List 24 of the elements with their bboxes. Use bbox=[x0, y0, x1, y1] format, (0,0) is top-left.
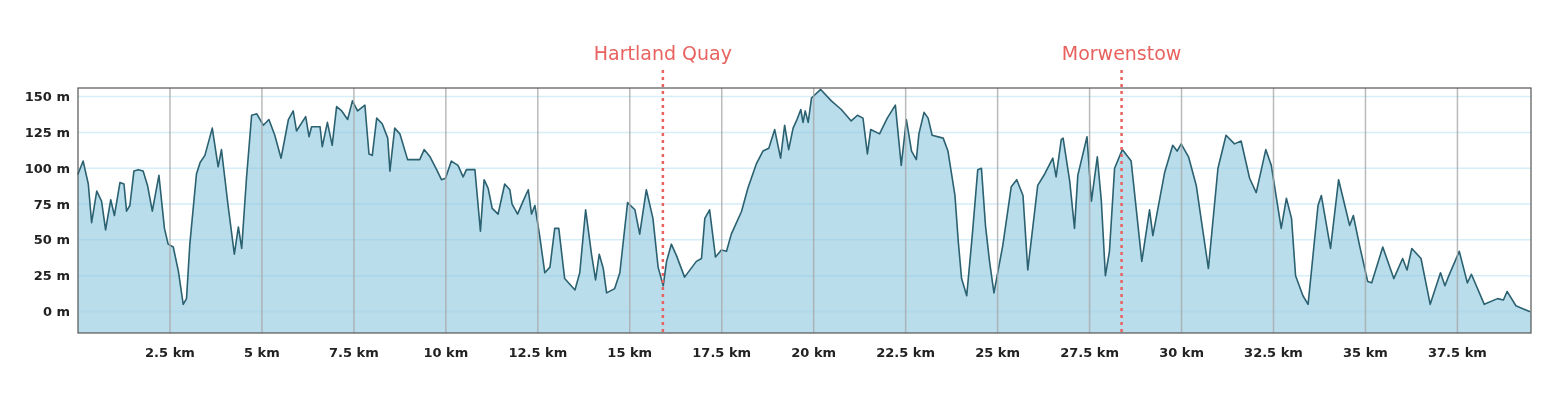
x-tick-label: 25 km bbox=[975, 345, 1021, 360]
x-tick-label: 12.5 km bbox=[508, 345, 568, 360]
x-tick-label: 35 km bbox=[1343, 345, 1388, 360]
x-tick-label: 27.5 km bbox=[1060, 345, 1119, 360]
x-tick-label: 22.5 km bbox=[876, 345, 936, 360]
y-tick-label: 0 m bbox=[42, 304, 70, 320]
x-tick-label: 20 km bbox=[791, 345, 837, 360]
x-tick-label: 17.5 km bbox=[692, 345, 752, 360]
x-tick-label: 10 km bbox=[423, 345, 469, 360]
x-tick-label: 15 km bbox=[607, 345, 653, 360]
y-tick-label: 25 m bbox=[33, 268, 70, 284]
x-tick-label: 2.5 km bbox=[145, 345, 195, 360]
ref-line-label: Hartland Quay bbox=[593, 42, 732, 64]
y-tick-label: 50 m bbox=[33, 232, 70, 248]
x-tick-label: 37.5 km bbox=[1428, 345, 1487, 360]
ref-line-label: Morwenstow bbox=[1061, 42, 1182, 64]
x-tick-label: 7.5 km bbox=[329, 345, 379, 360]
x-tick-label: 32.5 km bbox=[1244, 345, 1303, 360]
y-tick-label: 75 m bbox=[33, 196, 70, 212]
y-tick-label: 125 m bbox=[24, 124, 70, 140]
x-tick-label: 5 km bbox=[244, 345, 280, 360]
y-tick-label: 150 m bbox=[24, 89, 70, 105]
x-tick-label: 30 km bbox=[1159, 345, 1204, 360]
y-tick-label: 100 m bbox=[24, 160, 70, 176]
